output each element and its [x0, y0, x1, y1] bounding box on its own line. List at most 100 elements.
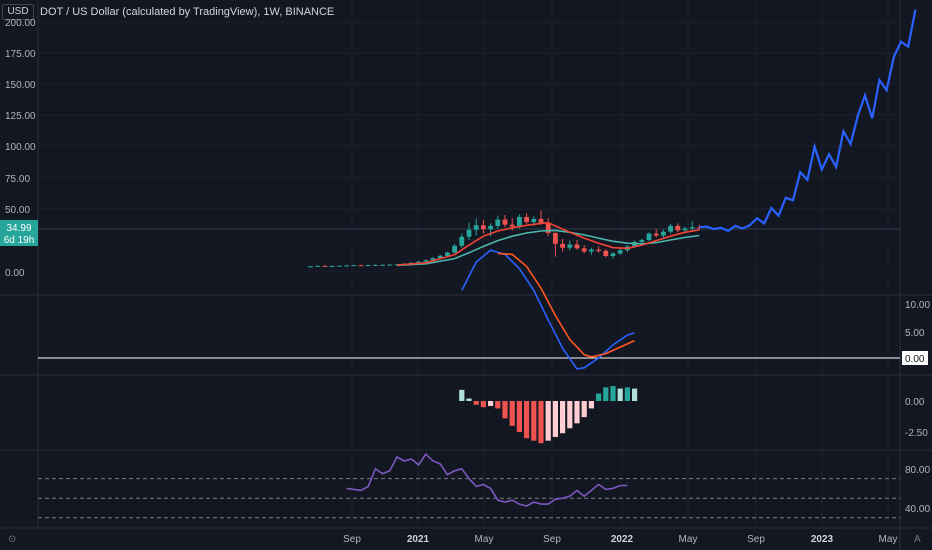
- currency-badge[interactable]: USD: [2, 4, 34, 20]
- candle-body: [423, 260, 429, 262]
- candle-body: [689, 227, 695, 229]
- candle: [589, 247, 594, 255]
- macd-zero-badge: [902, 351, 928, 365]
- rsi-tick-label: 40.00: [905, 504, 930, 515]
- histogram-bar: [531, 401, 537, 441]
- candle-body: [459, 236, 465, 246]
- candle: [524, 213, 529, 224]
- candle-body: [639, 240, 645, 242]
- candle-body: [308, 266, 313, 268]
- candle-body: [545, 223, 551, 233]
- candle: [358, 264, 364, 267]
- timezone-icon[interactable]: ⊙: [8, 534, 16, 545]
- histogram-bar: [480, 401, 486, 408]
- candle: [502, 215, 508, 228]
- candle: [387, 264, 393, 266]
- candle-body: [445, 252, 450, 256]
- last-price-value: 34.99: [6, 223, 31, 234]
- macd-tick-label: 10.00: [905, 300, 930, 311]
- candle-body: [502, 219, 508, 225]
- macd-line: [461, 249, 635, 370]
- macd-histogram-pane[interactable]: [459, 386, 638, 444]
- candle: [596, 246, 601, 253]
- x-axis[interactable]: Sep 2021 May Sep 2022 May Sep 2023 May: [343, 534, 897, 545]
- histogram-bar: [596, 393, 602, 401]
- candle-body: [560, 243, 565, 248]
- candle: [452, 243, 457, 254]
- candle-body: [646, 233, 652, 240]
- scale-auto-icon[interactable]: A: [914, 534, 921, 545]
- svg-text:⊙: ⊙: [8, 534, 16, 545]
- x-tick-label: May: [679, 534, 698, 545]
- candle-body: [653, 233, 659, 236]
- histogram-bar: [524, 401, 530, 439]
- histogram-bar: [509, 401, 515, 426]
- price-tick-label: 150.00: [5, 80, 36, 91]
- candle-body: [596, 249, 601, 251]
- candle-body: [365, 265, 371, 267]
- x-tick-label: Sep: [543, 534, 561, 545]
- candle-body: [567, 244, 573, 248]
- price-pane[interactable]: [308, 9, 917, 268]
- candle-body: [452, 245, 457, 253]
- y-axis[interactable]: 200.00 175.00 150.00 125.00 100.00 75.00 50.00…: [5, 18, 930, 515]
- candle-body: [617, 250, 623, 254]
- candle: [581, 245, 587, 254]
- histogram-bar: [567, 401, 573, 429]
- candle: [481, 219, 486, 234]
- x-tick-label: Sep: [343, 534, 361, 545]
- candle: [373, 264, 378, 266]
- candle-body: [495, 219, 501, 226]
- candle: [603, 248, 609, 258]
- histogram-bar: [617, 388, 623, 401]
- candle: [466, 222, 472, 240]
- histogram-bar: [502, 401, 508, 419]
- candle-body: [337, 265, 342, 267]
- histogram-bar: [581, 401, 587, 418]
- candle-body: [675, 225, 681, 231]
- candle-body: [553, 232, 558, 244]
- candle-body: [589, 249, 594, 252]
- histogram-bar: [632, 388, 638, 401]
- price-tick-label: 100.00: [5, 142, 36, 153]
- candle-body: [481, 225, 486, 230]
- candle: [315, 265, 321, 267]
- candle: [661, 229, 666, 239]
- macd-pane[interactable]: [38, 249, 900, 370]
- rsi-line: [346, 452, 628, 507]
- histogram-bar: [538, 401, 544, 444]
- histogram-bar: [545, 401, 551, 441]
- rsi-tick-label: 80.00: [905, 465, 930, 476]
- candle-body: [581, 248, 587, 252]
- histogram-bar: [560, 401, 566, 434]
- rsi-pane[interactable]: [38, 452, 900, 519]
- candle-body: [387, 264, 393, 266]
- histogram-bar: [516, 401, 522, 432]
- histogram-bar: [552, 401, 558, 437]
- macd-tick-label: 5.00: [905, 328, 925, 339]
- candle: [423, 259, 429, 263]
- candle-body: [531, 218, 537, 223]
- price-tick-label: 75.00: [5, 174, 30, 185]
- candle: [646, 232, 652, 242]
- candle-body: [509, 224, 515, 227]
- candle: [538, 210, 544, 225]
- candle-body: [373, 264, 378, 266]
- candle-body: [610, 253, 616, 256]
- candle: [329, 265, 335, 267]
- candle-body: [473, 225, 479, 230]
- candle-body: [315, 265, 321, 267]
- histogram-bar: [603, 387, 609, 401]
- candle: [689, 221, 695, 232]
- candle-body: [322, 265, 328, 267]
- candle: [574, 240, 580, 250]
- candle: [653, 229, 659, 238]
- price-tick-label: 0.00: [5, 268, 25, 279]
- price-tick-label: 175.00: [5, 49, 36, 60]
- candle: [495, 215, 501, 229]
- histogram-bar: [495, 401, 501, 409]
- candle: [380, 264, 385, 266]
- histogram-tick-label: 0.00: [905, 397, 925, 408]
